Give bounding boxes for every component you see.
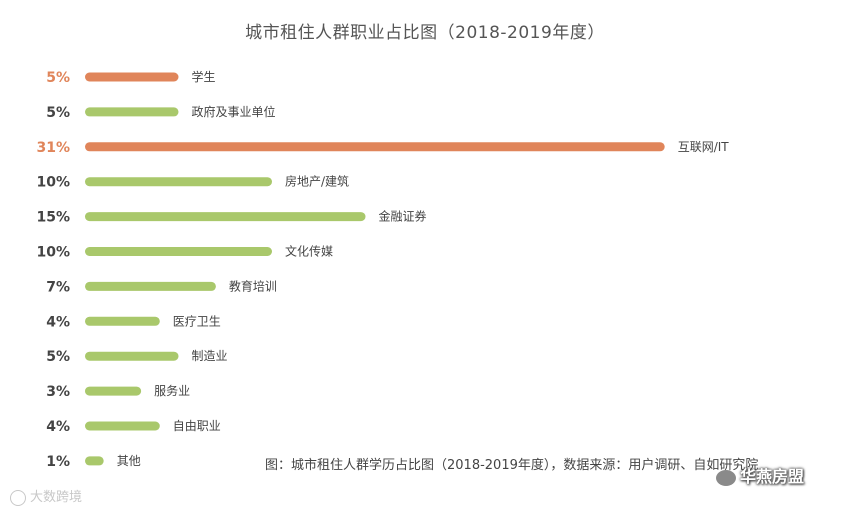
watermark-left-text: 大数跨境 bbox=[30, 490, 83, 505]
chart-footnote: 图：城市租住人群学历占比图（2018-2019年度），数据来源：用户调研、自如研… bbox=[265, 458, 759, 473]
value-label: 31% bbox=[36, 140, 70, 156]
category-label: 自由职业 bbox=[173, 419, 221, 433]
bar bbox=[85, 72, 179, 82]
value-label: 15% bbox=[36, 210, 70, 226]
bar bbox=[85, 421, 160, 431]
category-label: 制造业 bbox=[192, 349, 228, 363]
bar bbox=[85, 177, 272, 187]
bar bbox=[85, 456, 104, 466]
chart-title: 城市租住人群职业占比图（2018-2019年度） bbox=[245, 23, 605, 43]
category-label: 服务业 bbox=[154, 383, 190, 398]
bar bbox=[85, 316, 160, 326]
watermark-right: 华燕房盟 bbox=[716, 463, 804, 487]
watermark-logo-icon bbox=[10, 489, 26, 506]
value-label: 4% bbox=[46, 419, 70, 435]
category-label: 房地产/建筑 bbox=[285, 174, 349, 189]
category-label: 其他 bbox=[117, 454, 141, 468]
category-label: 教育培训 bbox=[229, 278, 277, 293]
bar bbox=[85, 247, 272, 256]
value-label: 5% bbox=[46, 105, 70, 121]
bar bbox=[85, 281, 216, 291]
bar bbox=[85, 142, 665, 152]
category-label: 学生 bbox=[192, 69, 216, 84]
value-label: 7% bbox=[46, 279, 70, 295]
bar bbox=[85, 386, 142, 396]
category-label: 金融证券 bbox=[379, 209, 427, 224]
value-label: 10% bbox=[36, 245, 70, 261]
bar bbox=[85, 351, 179, 361]
value-label: 1% bbox=[46, 454, 70, 470]
category-label: 文化传媒 bbox=[285, 244, 333, 259]
bar bbox=[85, 212, 366, 222]
category-label: 互联网/IT bbox=[678, 140, 730, 154]
value-label: 5% bbox=[46, 349, 70, 365]
value-label: 3% bbox=[46, 384, 70, 400]
bar bbox=[85, 107, 179, 117]
category-label: 政府及事业单位 bbox=[192, 104, 276, 119]
wechat-icon bbox=[716, 469, 736, 486]
watermark-left: 大数跨境 bbox=[10, 486, 82, 506]
category-label: 医疗卫生 bbox=[173, 314, 221, 328]
value-label: 4% bbox=[46, 314, 70, 330]
value-label: 5% bbox=[46, 70, 70, 86]
value-label: 10% bbox=[36, 175, 70, 191]
watermark-right-text: 华燕房盟 bbox=[740, 467, 805, 486]
